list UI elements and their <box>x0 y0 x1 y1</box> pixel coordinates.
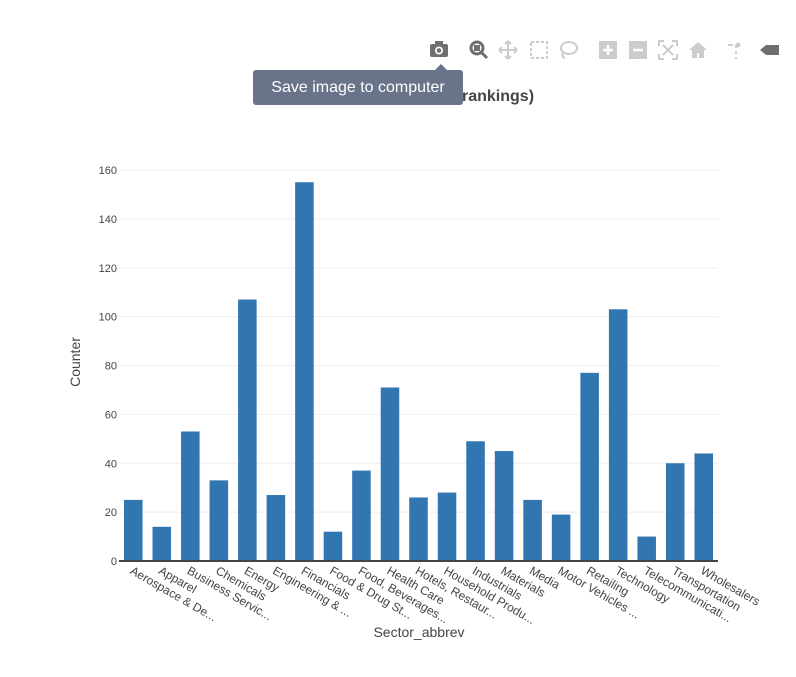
bar[interactable] <box>665 463 685 561</box>
bar[interactable] <box>238 299 257 561</box>
bar[interactable] <box>551 514 571 561</box>
bars <box>123 182 714 561</box>
chart-title: rankings) <box>462 88 534 105</box>
x-axis-title: Sector_abbrev <box>373 624 464 640</box>
spike-lines-icon[interactable] <box>726 40 750 64</box>
bar[interactable] <box>266 495 286 561</box>
y-tick-label: 160 <box>99 165 117 177</box>
bar[interactable] <box>494 451 514 561</box>
y-tick-label: 120 <box>99 263 117 275</box>
bar[interactable] <box>608 309 628 561</box>
bar[interactable] <box>209 480 229 561</box>
bar[interactable] <box>323 531 343 561</box>
bar[interactable] <box>352 470 371 561</box>
y-tick-label: 0 <box>111 556 117 568</box>
camera-icon[interactable] <box>429 40 453 64</box>
bar[interactable] <box>295 182 314 561</box>
y-tick-label: 40 <box>105 458 117 470</box>
y-tick-label: 20 <box>105 507 117 519</box>
zoom-icon[interactable] <box>469 40 493 64</box>
reset-axes-icon[interactable] <box>688 40 712 64</box>
zoom-out-icon[interactable] <box>628 40 652 64</box>
bar[interactable] <box>181 431 200 561</box>
bar[interactable] <box>466 441 485 561</box>
box-select-icon[interactable] <box>529 40 553 64</box>
gridlines <box>119 169 718 513</box>
y-tick-label: 100 <box>99 312 117 324</box>
hover-closest-icon[interactable] <box>758 40 782 64</box>
bar[interactable] <box>637 536 656 561</box>
y-tick-label: 140 <box>99 214 117 226</box>
y-tick-label: 80 <box>105 361 117 373</box>
tooltip: Save image to computer <box>253 64 463 105</box>
y-tick-labels: 0 20 40 60 80 100 120 140 160 <box>99 165 117 568</box>
zoom-in-icon[interactable] <box>598 40 622 64</box>
bar[interactable] <box>123 499 143 561</box>
bar[interactable] <box>409 497 428 561</box>
y-axis-title: Counter <box>67 337 83 387</box>
autoscale-icon[interactable] <box>658 40 682 64</box>
bar[interactable] <box>694 453 714 561</box>
bar[interactable] <box>152 526 172 561</box>
bar[interactable] <box>380 387 400 561</box>
bar[interactable] <box>523 499 542 561</box>
pan-icon[interactable] <box>498 40 522 64</box>
y-tick-label: 60 <box>105 409 117 421</box>
bar[interactable] <box>437 492 457 561</box>
lasso-select-icon[interactable] <box>558 40 582 64</box>
bar[interactable] <box>580 372 599 561</box>
